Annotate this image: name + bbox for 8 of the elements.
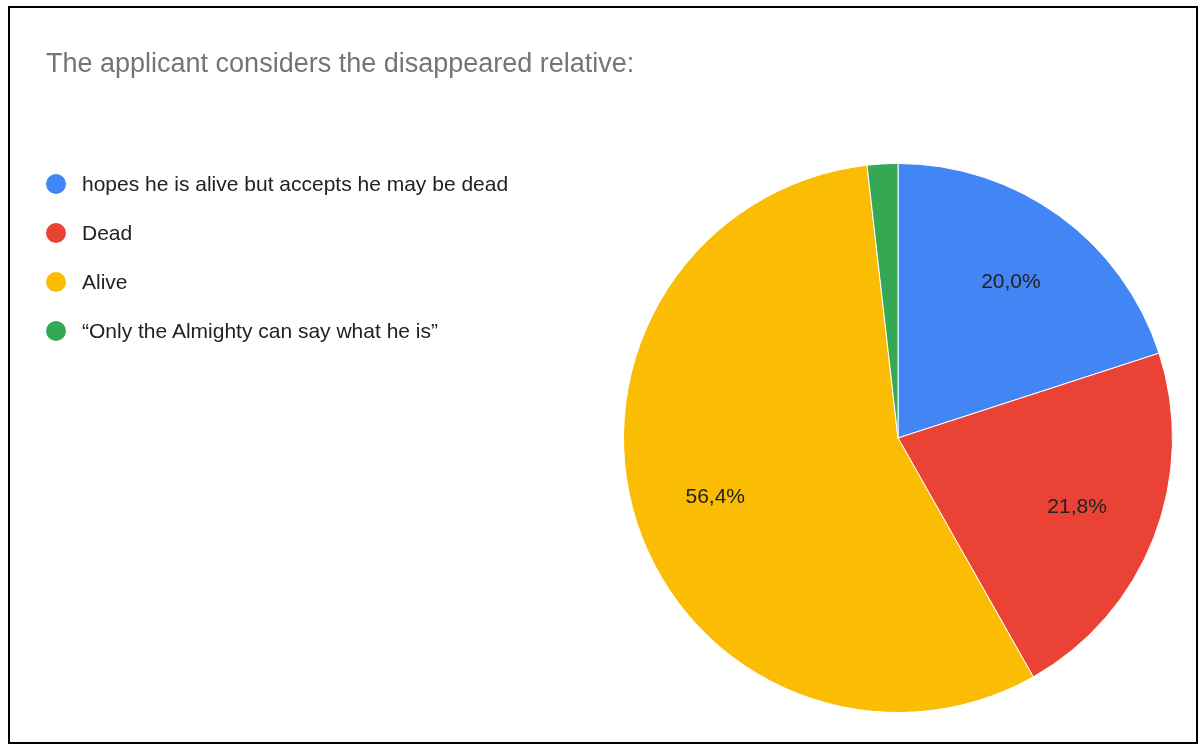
data-label: 56,4%: [685, 484, 746, 508]
legend-label: Dead: [82, 220, 133, 246]
legend-label: hopes he is alive but accepts he may be dead: [82, 171, 509, 197]
legend-label: Alive: [82, 269, 128, 295]
data-label: 21,8%: [1047, 494, 1107, 518]
legend-label: “Only the Almighty can say what he is”: [82, 318, 438, 344]
chart-title: The applicant considers the disappeared relative:: [46, 48, 635, 79]
data-label: 20,0%: [981, 269, 1041, 293]
